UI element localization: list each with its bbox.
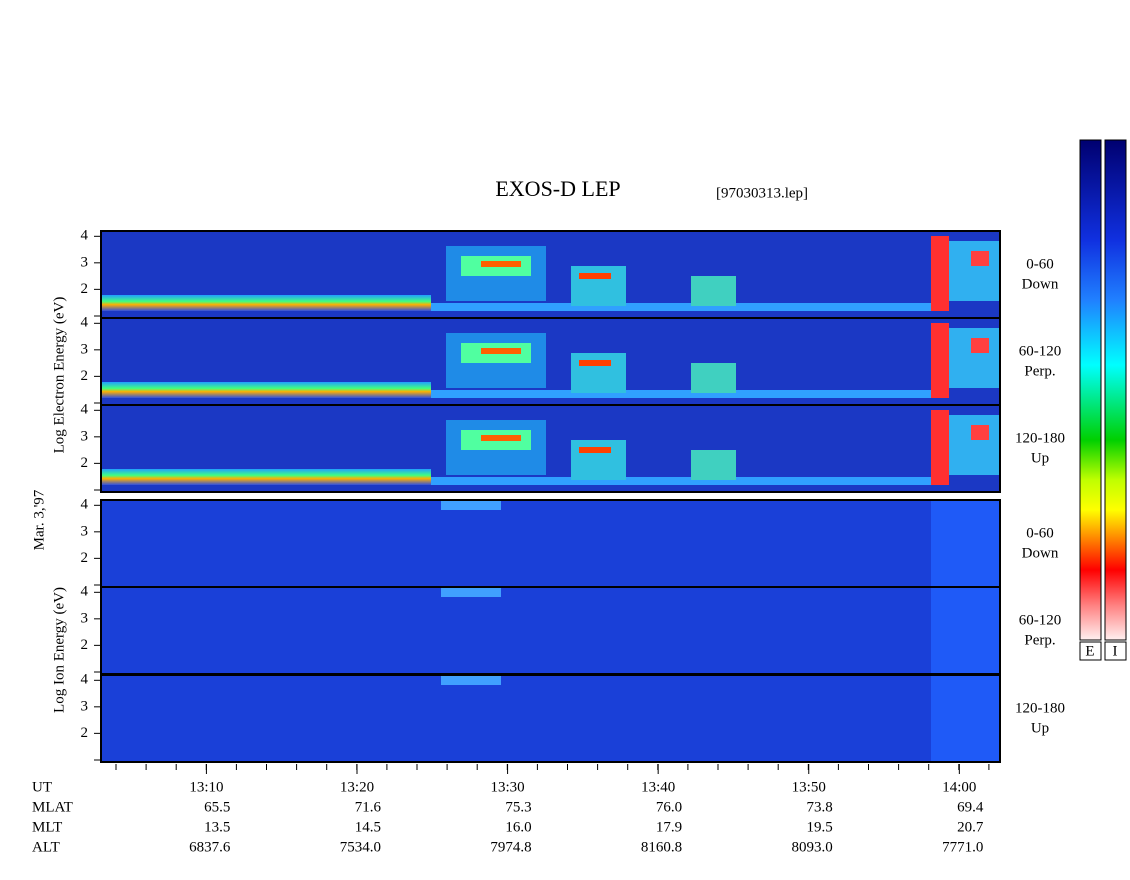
x-tick-label: 13:40 xyxy=(641,779,675,795)
colorbar-label: I xyxy=(1113,643,1118,659)
y-tick-label: 4 xyxy=(81,672,89,688)
panel-range: 0-60 xyxy=(1026,256,1054,272)
y-tick-label: 2 xyxy=(81,455,89,471)
panel-direction: Up xyxy=(1031,450,1049,466)
y-tick-label: 2 xyxy=(81,281,89,297)
panel-range: 0-60 xyxy=(1026,525,1054,541)
row-label: ALT xyxy=(32,839,60,855)
panel-direction: Perp. xyxy=(1024,363,1055,379)
colorbar xyxy=(1079,139,1102,641)
y-tick-label: 3 xyxy=(81,698,89,714)
panel-range: 60-120 xyxy=(1019,612,1062,628)
x-tick-label: 13:30 xyxy=(490,779,524,795)
spectrogram xyxy=(101,500,1000,587)
panel-frame xyxy=(100,674,1001,763)
colorbar xyxy=(1104,139,1127,641)
spectrogram xyxy=(101,318,1000,405)
panel-range: 60-120 xyxy=(1019,343,1062,359)
y-tick-label: 2 xyxy=(81,725,89,741)
row-value: 6837.6 xyxy=(189,839,231,855)
row-label: UT xyxy=(32,779,52,795)
row-value: 17.9 xyxy=(656,819,682,835)
row-value: 8093.0 xyxy=(792,839,833,855)
row-value: 73.8 xyxy=(807,799,833,815)
row-value: 69.4 xyxy=(957,799,984,815)
row-value: 7534.0 xyxy=(340,839,381,855)
electron-axis-label: Log Electron Energy (eV) xyxy=(51,297,67,454)
row-value: 75.3 xyxy=(505,799,531,815)
panel-direction: Down xyxy=(1022,276,1059,292)
y-tick-label: 3 xyxy=(81,523,89,539)
row-value: 65.5 xyxy=(204,799,230,815)
x-tick-label: 13:50 xyxy=(792,779,826,795)
panel-direction: Perp. xyxy=(1024,632,1055,648)
row-value: 13.5 xyxy=(204,819,230,835)
y-tick-label: 4 xyxy=(81,228,89,244)
panel-direction: Up xyxy=(1031,720,1049,736)
x-tick-label: 13:20 xyxy=(340,779,374,795)
row-label: MLAT xyxy=(32,799,73,815)
panel-direction: Down xyxy=(1022,545,1059,561)
date-label: Mar. 3,'97 xyxy=(31,489,47,550)
y-tick-label: 4 xyxy=(81,315,89,331)
x-tick-label: 13:10 xyxy=(189,779,223,795)
y-tick-label: 2 xyxy=(81,368,89,384)
y-tick-label: 3 xyxy=(81,341,89,357)
y-tick-label: 3 xyxy=(81,610,89,626)
title: EXOS-D LEP xyxy=(495,176,620,201)
row-value: 8160.8 xyxy=(641,839,682,855)
spectrogram xyxy=(101,405,1000,492)
row-value: 14.5 xyxy=(355,819,381,835)
row-value: 16.0 xyxy=(505,819,531,835)
panel-frame xyxy=(100,404,1001,493)
spectrogram xyxy=(101,231,1000,318)
panel-range: 120-180 xyxy=(1015,700,1065,716)
file-name: [97030313.lep] xyxy=(716,185,808,201)
spectrogram xyxy=(101,675,1000,762)
y-tick-label: 2 xyxy=(81,637,89,653)
spectrogram xyxy=(101,587,1000,674)
panel-range: 120-180 xyxy=(1015,430,1065,446)
x-tick-label: 14:00 xyxy=(942,779,976,795)
y-tick-label: 3 xyxy=(81,254,89,270)
row-value: 7771.0 xyxy=(942,839,983,855)
ion-axis-label: Log Ion Energy (eV) xyxy=(51,587,67,713)
row-value: 19.5 xyxy=(807,819,833,835)
row-value: 7974.8 xyxy=(490,839,531,855)
y-tick-label: 3 xyxy=(81,428,89,444)
y-tick-label: 2 xyxy=(81,550,89,566)
colorbar-label: E xyxy=(1085,643,1094,659)
row-value: 76.0 xyxy=(656,799,682,815)
colorbar-label-box xyxy=(1104,641,1127,661)
colorbar-label-box xyxy=(1079,641,1102,661)
y-tick-label: 4 xyxy=(81,497,89,513)
y-tick-label: 4 xyxy=(81,584,89,600)
row-value: 71.6 xyxy=(355,799,382,815)
y-tick-label: 4 xyxy=(81,402,89,418)
row-label: MLT xyxy=(32,819,62,835)
row-value: 20.7 xyxy=(957,819,984,835)
